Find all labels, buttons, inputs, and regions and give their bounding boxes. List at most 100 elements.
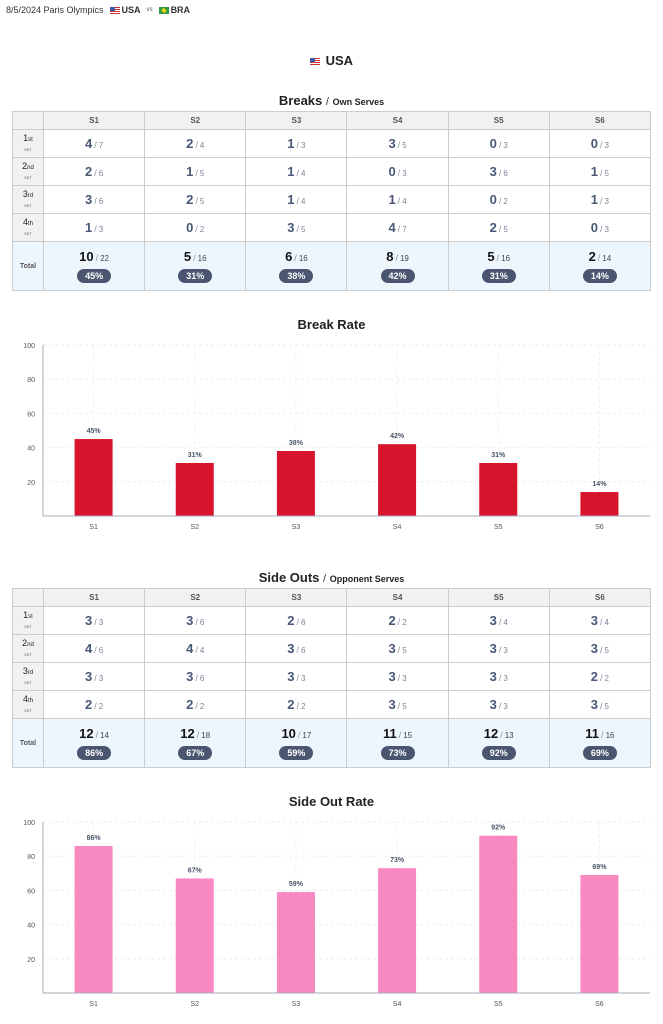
stat-cell: 3/3 (245, 662, 348, 691)
percent-badge: 73% (380, 746, 415, 760)
column-header: S4 (346, 588, 449, 607)
us-flag-icon (109, 7, 120, 15)
data-label: 59% (289, 881, 304, 888)
set-row: 4th SET 1/3 0/2 3/5 4/7 2/5 0/3 (12, 213, 652, 242)
stat-cell: 0/3 (447, 129, 550, 158)
set-row: 4th SET 2/2 2/2 2/2 3/5 3/3 3/5 (12, 690, 652, 719)
total-row: Total 12/14 86% 12/18 67% 10/17 59% 11/15 73% 12/… (12, 718, 652, 768)
stat-cell: 3/6 (144, 606, 247, 635)
set-label: 1st SET (12, 606, 44, 635)
x-tick-label: S5 (494, 1001, 503, 1008)
x-tick-label: S4 (393, 1001, 402, 1008)
stat-cell: 4/7 (42, 129, 146, 158)
column-header: S6 (548, 111, 652, 130)
data-label: 67% (188, 867, 203, 874)
stat-cell: 3/3 (42, 662, 146, 691)
stat-cell: 3/4 (447, 606, 550, 635)
x-tick-label: S2 (190, 524, 199, 530)
stat-cell: 2/2 (548, 662, 652, 691)
y-tick-label: 40 (27, 446, 35, 453)
stat-cell: 1/4 (346, 185, 449, 214)
y-tick-label: 100 (23, 820, 35, 827)
percent-badge: 86% (77, 746, 112, 760)
sideouts-title: Side Outs / Opponent Serves (258, 570, 405, 585)
stat-cell: 0/2 (447, 185, 550, 214)
data-label: 45% (87, 428, 102, 435)
stat-cell: 1/5 (144, 157, 247, 186)
total-cell: 12/14 86% (42, 718, 146, 768)
column-header: S4 (346, 111, 449, 130)
bar (479, 462, 518, 516)
stat-cell: 3/3 (447, 662, 550, 691)
set-row: 2nd SET 2/6 1/5 1/4 0/3 3/6 1/5 (12, 157, 652, 186)
team-b: BRA (158, 5, 190, 15)
us-flag-icon (309, 58, 320, 66)
x-tick-label: S6 (595, 524, 604, 530)
percent-badge: 14% (582, 269, 617, 283)
y-tick-label: 20 (27, 957, 35, 964)
total-cell: 11/16 69% (548, 718, 652, 768)
data-label: 73% (390, 857, 405, 864)
side-out-rate-title: Side Out Rate (288, 794, 375, 809)
total-cell: 11/15 73% (346, 718, 449, 768)
stat-cell: 1/4 (245, 157, 348, 186)
y-tick-label: 60 (27, 411, 35, 418)
total-cell: 12/13 92% (447, 718, 550, 768)
stat-cell: 3/5 (346, 634, 449, 663)
stat-cell: 4/7 (346, 213, 449, 242)
set-label: 3rd SET (12, 185, 44, 214)
x-tick-label: S4 (393, 524, 402, 530)
column-header: S2 (144, 588, 247, 607)
bar (378, 444, 417, 516)
stat-cell: 2/2 (144, 690, 247, 719)
bar (175, 462, 214, 516)
bar (378, 868, 417, 993)
br-flag-icon (158, 7, 169, 15)
set-row: 2nd SET 4/6 4/4 3/6 3/5 3/3 3/5 (12, 634, 652, 663)
data-label: 92% (491, 825, 506, 832)
data-label: 31% (491, 452, 506, 459)
break-rate-title: Break Rate (297, 317, 366, 332)
percent-badge: 31% (178, 269, 213, 283)
bar (175, 878, 214, 993)
match-date-event: 8/5/2024 Paris Olympics (6, 5, 104, 15)
percent-badge: 42% (380, 269, 415, 283)
bar (479, 835, 518, 993)
x-tick-label: S1 (89, 1001, 98, 1008)
x-tick-label: S1 (89, 524, 98, 530)
percent-badge: 59% (279, 746, 314, 760)
stat-cell: 1/4 (245, 185, 348, 214)
stat-cell: 1/3 (548, 185, 652, 214)
x-tick-label: S6 (595, 1001, 604, 1008)
set-row: 3rd SET 3/6 2/5 1/4 1/4 0/2 1/3 (12, 185, 652, 214)
y-tick-label: 100 (23, 343, 35, 350)
x-tick-label: S3 (292, 524, 301, 530)
total-cell: 8/19 42% (346, 241, 449, 291)
y-tick-label: 80 (27, 377, 35, 384)
stat-cell: 1/3 (245, 129, 348, 158)
team-title: USA (0, 53, 663, 68)
total-row: Total 10/22 45% 5/16 31% 6/16 38% 8/19 42% 5/16 31… (12, 241, 652, 291)
match-header: 8/5/2024 Paris Olympics USA vs BRA (6, 5, 190, 15)
stat-cell: 3/3 (447, 634, 550, 663)
y-tick-label: 20 (27, 480, 35, 487)
percent-badge: 31% (481, 269, 516, 283)
bar (276, 451, 315, 516)
percent-badge: 38% (279, 269, 314, 283)
bar (74, 439, 113, 516)
x-tick-label: S2 (190, 1001, 199, 1008)
total-label: Total (12, 241, 44, 291)
stat-cell: 3/5 (548, 634, 652, 663)
stat-cell: 3/6 (42, 185, 146, 214)
set-row: 3rd SET 3/3 3/6 3/3 3/3 3/3 2/2 (12, 662, 652, 691)
data-label: 38% (289, 440, 304, 447)
y-tick-label: 40 (27, 923, 35, 930)
sideouts-table: S1 S2 S3 S4 S5 S6 1st SET 3/3 3/6 2/6 2/2 3/4 3/4 2nd S… (12, 588, 652, 768)
total-cell: 6/16 38% (245, 241, 348, 291)
percent-badge: 45% (77, 269, 112, 283)
bar (580, 492, 619, 516)
data-label: 31% (188, 452, 203, 459)
percent-badge: 92% (481, 746, 516, 760)
data-label: 69% (592, 864, 607, 871)
